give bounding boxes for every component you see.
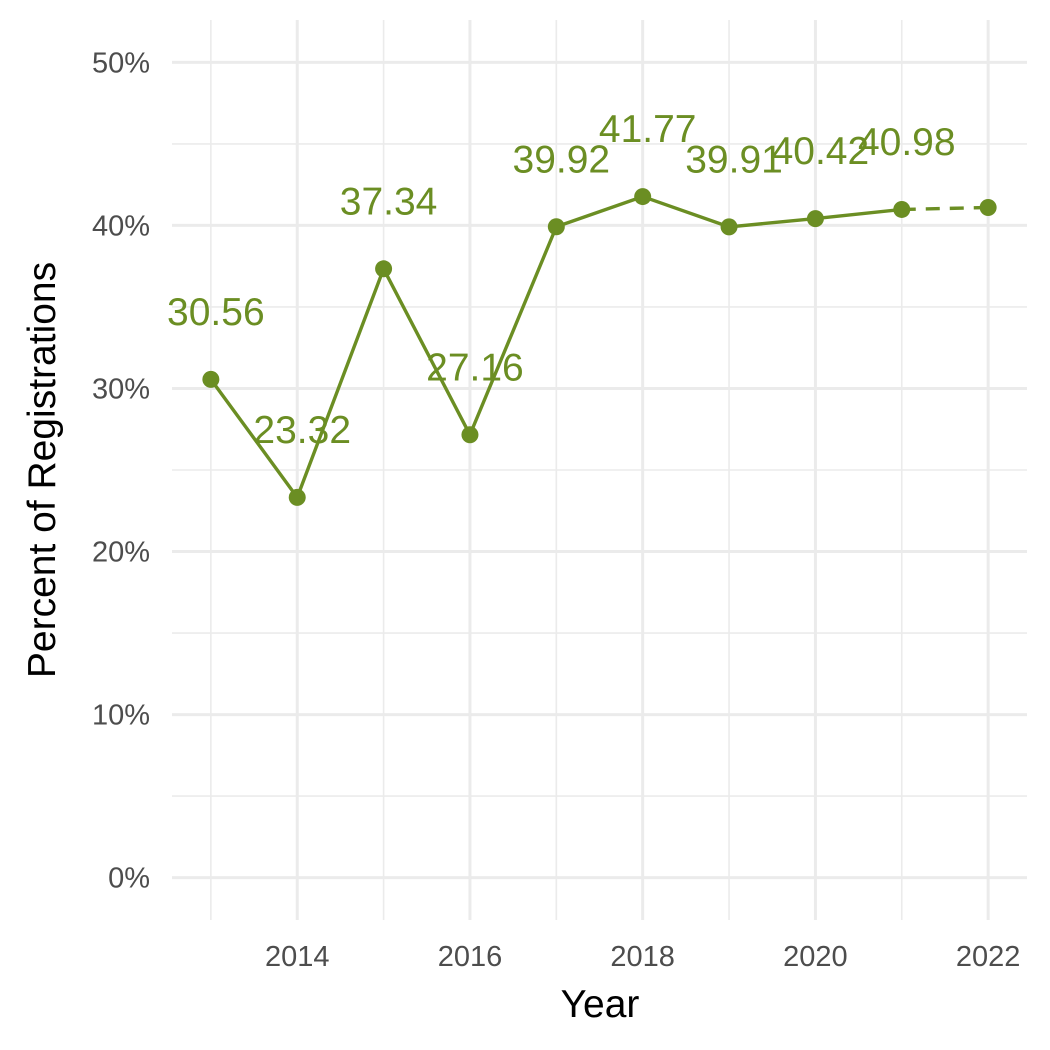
x-axis-title: Year [561, 983, 640, 1026]
data-point [720, 218, 738, 236]
data-point [547, 218, 565, 236]
data-point [202, 370, 220, 388]
tick-labels: 0% 10% 20% 30% 40% 50% 2014 2016 2018 2020 2022 [92, 47, 1020, 973]
data-point [461, 426, 479, 444]
series-line-dashed [901, 205, 989, 212]
data-point [288, 488, 306, 506]
y-axis-title: Percent of Registrations [21, 262, 64, 678]
data-label: 39.91 [685, 138, 783, 181]
data-point [979, 199, 997, 216]
y-tick-label: 20% [92, 537, 150, 569]
x-tick-label: 2014 [265, 941, 330, 973]
series-line [209, 194, 989, 500]
y-tick-label: 40% [92, 210, 150, 242]
x-tick-label: 2018 [610, 941, 675, 973]
y-tick-label: 50% [92, 47, 150, 79]
data-label: 40.98 [858, 121, 956, 164]
data-label: 39.92 [513, 138, 611, 181]
y-tick-label: 0% [108, 863, 150, 895]
data-label: 30.56 [167, 291, 265, 334]
x-tick-label: 2016 [438, 941, 503, 973]
data-point [893, 200, 911, 218]
data-label: 41.77 [599, 108, 697, 151]
data-point [375, 260, 393, 278]
data-labels: 30.56 23.32 37.34 27.16 39.9241.7739.9140.42… [167, 108, 956, 452]
x-tick-label: 2022 [956, 941, 1021, 973]
series-points [202, 188, 997, 506]
data-point [806, 210, 824, 228]
y-tick-label: 30% [92, 373, 150, 405]
x-tick-label: 2020 [783, 941, 848, 973]
data-label: 40.42 [772, 130, 870, 173]
data-label: 37.34 [340, 180, 438, 223]
gridlines [172, 20, 1027, 920]
data-label: 27.16 [426, 346, 524, 389]
data-point [634, 188, 652, 206]
data-label: 23.32 [253, 409, 351, 452]
y-tick-label: 10% [92, 700, 150, 732]
